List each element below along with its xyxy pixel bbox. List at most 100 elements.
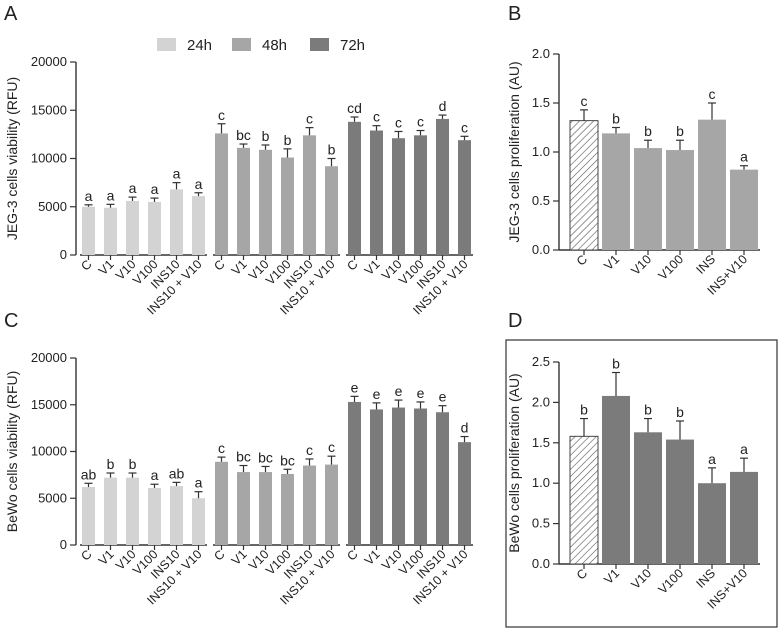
bar-A-48h-V1	[237, 147, 250, 255]
sig-label-D: b	[612, 356, 620, 372]
sig-label-A: c	[395, 114, 402, 130]
sig-label-A: c	[218, 107, 225, 123]
bar-C-24h-V1	[104, 477, 117, 545]
bar-A-24h-V10	[126, 200, 139, 255]
panel-A: 0 5000 10000 15000 20000 JEG-3 cells viabilit…	[4, 54, 473, 317]
sig-label-C: e	[351, 379, 359, 395]
sig-label-A: a	[85, 188, 93, 204]
bar-C-48h-INS10	[303, 465, 316, 545]
y-axis-label-A: JEG-3 cells viability (RFU)	[4, 77, 20, 240]
bar-A-48h-V100	[281, 157, 294, 255]
bar-D-main-V100	[666, 439, 694, 564]
legend-label-48h: 48h	[262, 37, 287, 54]
y-tick-label-A: 15000	[31, 102, 67, 117]
bar-C-24h-INS10	[170, 486, 183, 545]
sig-label-C: ab	[81, 466, 97, 482]
sig-label-C: c	[328, 439, 335, 455]
y-tick-label-B: 1.0	[532, 144, 550, 159]
sig-label-C: c	[218, 440, 225, 456]
bar-A-24h-INS10	[170, 189, 183, 255]
bar-D-main-INS	[698, 483, 726, 564]
bar-A-24h-C	[82, 206, 95, 255]
sig-label-D: b	[644, 402, 652, 418]
sig-label-C: bc	[236, 449, 251, 465]
sig-label-A: bc	[236, 127, 251, 143]
bar-C-72h-C	[348, 401, 361, 545]
sig-label-C: d	[461, 420, 469, 436]
sig-label-D: b	[580, 402, 588, 418]
bar-A-48h-INS10 + V10	[325, 166, 338, 255]
x-tick-label-B: INS	[693, 252, 718, 277]
y-tick-label-A: 20000	[31, 54, 67, 69]
bar-C-24h-C	[82, 487, 95, 545]
bar-C-24h-V100	[148, 487, 161, 545]
legend-label-72h: 72h	[340, 37, 365, 54]
sig-label-C: e	[373, 386, 381, 402]
sig-label-C: a	[151, 467, 159, 483]
y-tick-label-D: 0.5	[532, 516, 550, 531]
panel-C: 0 5000 10000 15000 20000 BeWo cells viability…	[4, 350, 473, 607]
y-tick-label-C: 5000	[38, 490, 67, 505]
sig-label-A: c	[461, 119, 468, 135]
bar-C-72h-V10	[392, 407, 405, 545]
bar-D-main-INS+V10	[730, 471, 758, 564]
y-tick-label-C: 0	[60, 537, 67, 552]
y-tick-label-D: 2.0	[532, 394, 550, 409]
panel-D-frame	[505, 339, 778, 628]
x-tick-label-B: V10	[628, 252, 654, 278]
bar-A-72h-V100	[414, 135, 427, 255]
x-tick-label-A: C	[78, 257, 94, 273]
bar-C-48h-V10	[259, 472, 272, 545]
panel-letter-A: A	[4, 3, 18, 25]
sig-label-D: a	[740, 441, 748, 457]
bar-C-72h-INS10 + V10	[458, 442, 471, 545]
bar-D-main-V10	[634, 432, 662, 564]
bar-A-24h-V1	[104, 207, 117, 255]
bar-A-24h-V100	[148, 201, 161, 255]
bar-B-main-V1	[602, 133, 630, 250]
x-tick-label-A: C	[211, 257, 227, 273]
y-tick-label-B: 2.0	[532, 46, 550, 61]
bar-A-72h-V1	[370, 130, 383, 255]
x-tick-label-B: V100	[656, 252, 687, 283]
y-axis-label-B: JEG-3 cells proliferation (AU)	[506, 61, 522, 242]
y-axis-label-C: BeWo cells viability (RFU)	[4, 371, 20, 533]
x-tick-label-C: C	[78, 547, 94, 563]
sig-label-B: b	[676, 123, 684, 139]
sig-label-B: b	[612, 111, 620, 127]
sig-label-A: d	[439, 98, 447, 114]
sig-label-C: b	[129, 456, 137, 472]
x-tick-label-C: C	[211, 547, 227, 563]
sig-label-A: a	[173, 166, 181, 182]
sig-label-C: c	[306, 442, 313, 458]
bar-D-main-V1	[602, 395, 630, 564]
bar-C-48h-INS10 + V10	[325, 464, 338, 545]
y-tick-label-B: 0.0	[532, 242, 550, 257]
y-tick-label-D: 0.0	[532, 556, 550, 571]
x-tick-label-D: C	[574, 566, 590, 582]
sig-label-A: b	[284, 132, 292, 148]
legend-label-24h: 24h	[187, 37, 212, 54]
panel-letter-B: B	[508, 3, 521, 25]
sig-label-D: b	[676, 404, 684, 420]
bar-C-72h-INS10	[436, 412, 449, 545]
y-tick-label-D: 1.0	[532, 475, 550, 490]
legend-swatch-72h	[310, 38, 329, 51]
sig-label-C: e	[439, 389, 447, 405]
bar-B-main-INS+V10	[730, 169, 758, 250]
bar-D-main-C	[569, 435, 599, 565]
bar-B-main-V100	[666, 150, 694, 250]
y-tick-label-A: 0	[60, 247, 67, 262]
bar-B-main-V10	[634, 148, 662, 250]
sig-label-B: c	[709, 86, 716, 102]
bar-C-72h-V100	[414, 408, 427, 545]
x-tick-label-B: C	[574, 252, 590, 268]
sig-label-A: b	[262, 128, 270, 144]
sig-label-A: a	[107, 187, 115, 203]
legend-swatch-24h	[157, 38, 176, 51]
panel-letter-D: D	[508, 310, 522, 332]
panel-D: 0.0 0.5 1.0 1.5 2.0 2.5 BeWo cells proliferati…	[506, 354, 760, 612]
bar-C-48h-V1	[237, 472, 250, 545]
